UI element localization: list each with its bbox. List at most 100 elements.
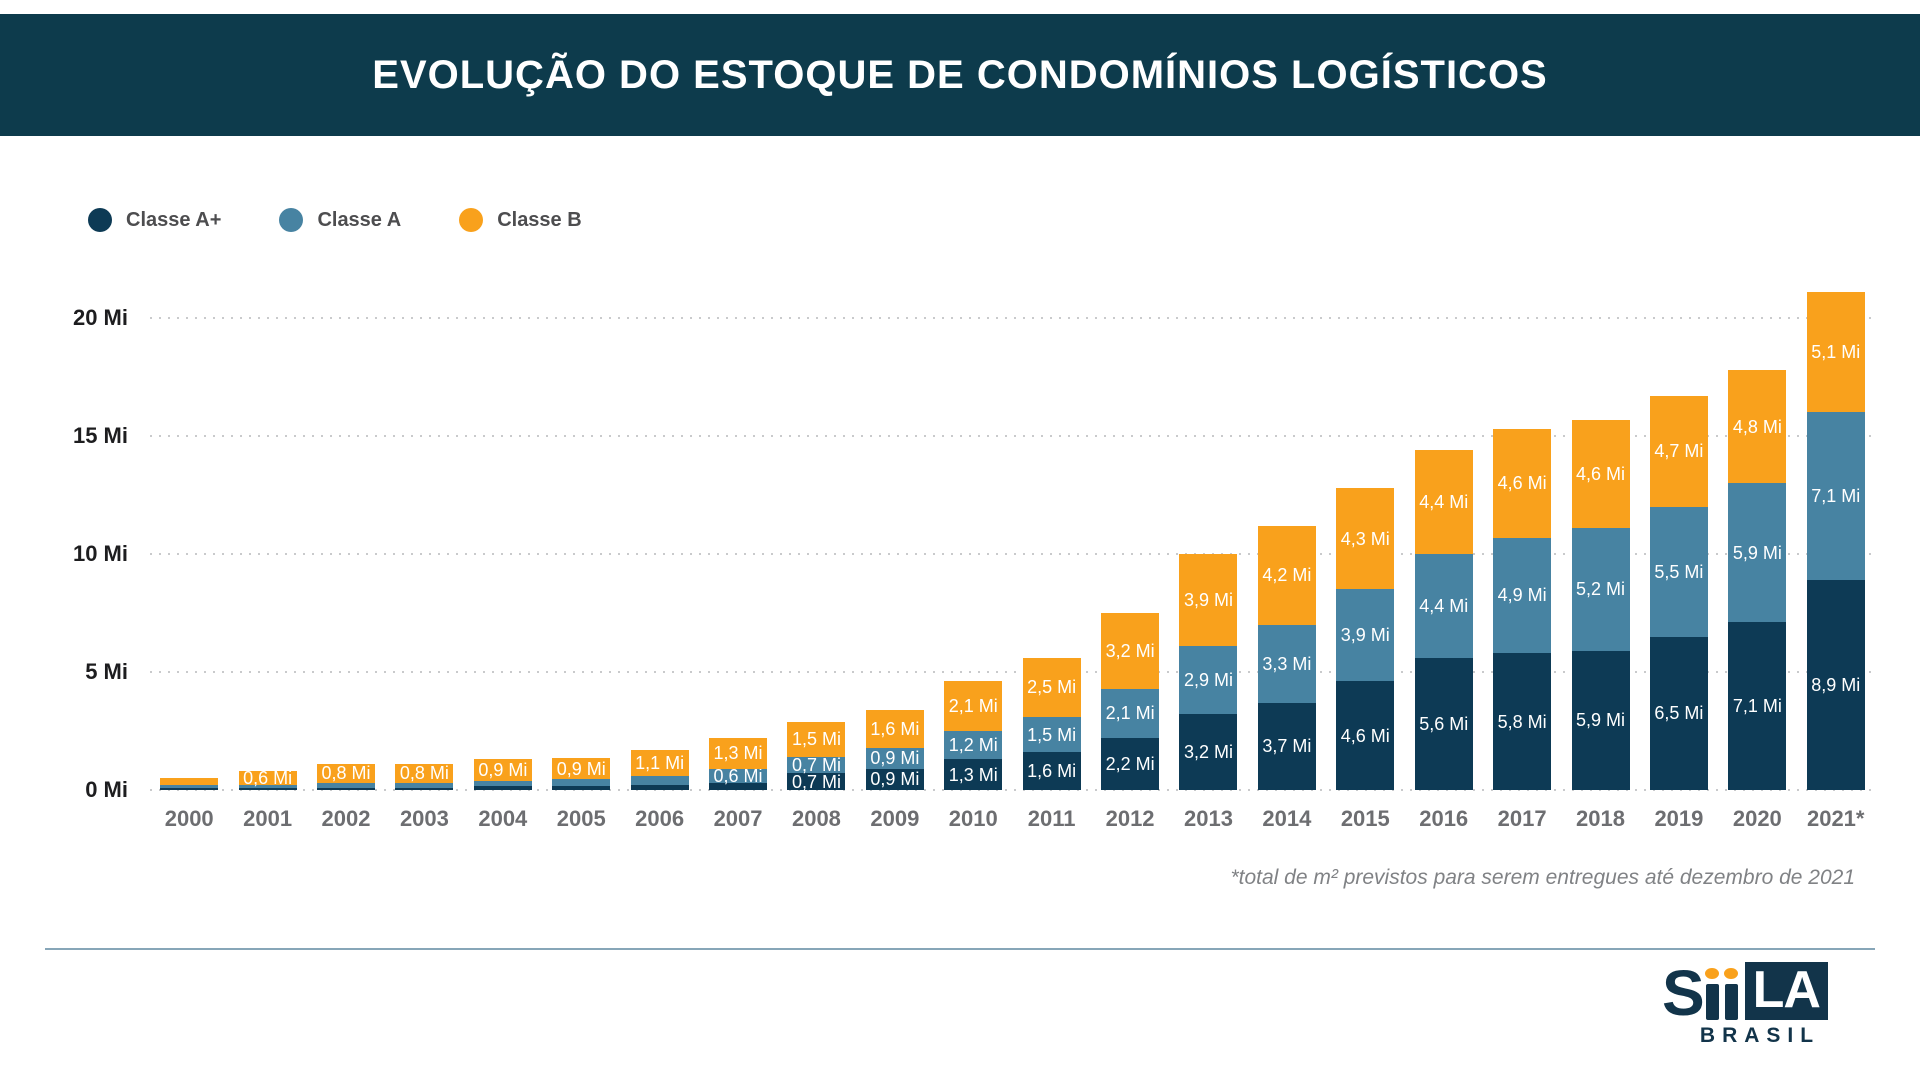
stacked-bar: 3,2 Mi 2,9 Mi 3,9 Mi [1179,554,1238,790]
x-axis-year-label: 2011 [1027,806,1076,831]
segment-value-label: 3,9 Mi [1183,590,1233,611]
bar-segment-classe-aplus: 5,9 Mi [1571,650,1630,790]
bar-segment-classe-aplus [709,782,768,790]
x-axis-year-label: 2015 [1340,806,1390,831]
stacked-bar: 5,8 Mi 4,9 Mi 4,6 Mi [1493,428,1552,790]
bar-segment-classe-a: 2,1 Mi [1101,688,1160,739]
bar-segment-classe-a: 1,5 Mi [1022,716,1081,753]
segment-value-label: 4,6 Mi [1576,463,1626,484]
legend-label: Classe A [317,208,402,231]
bar-segment-classe-a: 0,6 Mi [709,767,768,785]
bar-segment-classe-a: 7,1 Mi [1806,412,1865,580]
y-axis-tick-label: 15 Mi [72,423,128,448]
bar-segment-classe-aplus: 0,7 Mi [787,771,846,792]
x-axis-year-label: 2010 [948,806,998,831]
bar-segment-classe-a: 1,2 Mi [944,731,1003,760]
segment-value-label: 4,8 Mi [1732,416,1782,437]
segment-value-label: 3,9 Mi [1340,625,1390,646]
segment-value-label: 5,5 Mi [1654,561,1704,582]
segment-value-label: 0,8 Mi [399,763,449,784]
x-axis-year-label: 2008 [791,806,841,831]
chart-legend: Classe A+ Classe A Classe B [88,208,582,232]
bar-column-2018: 5,9 Mi 5,2 Mi 4,6 Mi 2018 [1561,270,1639,831]
siila-brasil-logo: S LA BRASIL [1630,956,1860,1048]
bar-column-2008: 0,7 Mi 0,7 Mi 1,5 Mi 2008 [777,270,855,831]
bar-column-2007: 0,6 Mi 1,3 Mi 2007 [699,270,777,831]
bar-segment-classe-aplus: 6,5 Mi [1649,636,1708,790]
bar-column-2010: 1,3 Mi 1,2 Mi 2,1 Mi 2010 [934,270,1012,831]
segment-value-label: 0,7 Mi [791,771,841,792]
bar-segment-classe-aplus [160,787,219,790]
bar-segment-classe-b: 1,6 Mi [865,709,924,748]
segment-value-label: 1,5 Mi [1027,724,1077,745]
bar-segment-classe-a [552,779,611,787]
bar-segment-classe-aplus: 1,3 Mi [944,759,1003,790]
chart-footnote: *total de m² previstos para serem entreg… [1230,866,1855,889]
segment-value-label: 0,9 Mi [870,769,920,790]
legend-item-classe-a: Classe A [279,208,401,232]
bar-segment-classe-b: 2,1 Mi [944,681,1003,732]
bar-segment-classe-aplus: 3,7 Mi [1257,702,1316,790]
bar-segment-classe-aplus: 2,2 Mi [1101,738,1160,790]
bar-segment-classe-aplus [552,786,611,790]
segment-value-label: 4,3 Mi [1340,528,1390,549]
legend-item-classe-b: Classe B [459,208,582,232]
bar-segment-classe-a [238,785,297,788]
segment-value-label: 4,4 Mi [1419,492,1469,513]
legend-item-classe-a-plus: Classe A+ [88,208,221,232]
bar-segment-classe-a: 3,9 Mi [1336,589,1395,682]
bar-segment-classe-b: 0,8 Mi [317,763,376,784]
segment-value-label: 0,8 Mi [321,763,371,784]
bar-segment-classe-aplus: 5,6 Mi [1414,657,1473,790]
stacked-bar: 0,9 Mi [473,759,532,790]
stacked-bar: 2,2 Mi 2,1 Mi 3,2 Mi [1101,613,1160,790]
footer-divider [45,948,1875,950]
segment-value-label: 6,5 Mi [1654,703,1704,724]
bar-segment-classe-a: 2,9 Mi [1179,646,1238,715]
segment-value-label: 2,2 Mi [1105,754,1155,775]
stacked-bar: 0,6 Mi [238,769,297,790]
bar-segment-classe-b: 4,8 Mi [1728,369,1787,484]
stacked-bar: 0,6 Mi 1,3 Mi [709,738,768,790]
logo-letter-i-icon [1705,968,1720,1020]
gridline: 20 Mi [73,305,1875,330]
bar-segment-classe-a [160,785,219,788]
bar-segment-classe-b: 5,1 Mi [1806,292,1865,413]
segment-value-label: 3,3 Mi [1262,653,1312,674]
logo-subtitle: BRASIL [1699,1024,1821,1047]
stacked-bar: 4,6 Mi 3,9 Mi 4,3 Mi [1336,487,1395,790]
x-axis-year-label: 2012 [1105,806,1155,831]
segment-value-label: 1,5 Mi [791,729,841,750]
x-axis-year-label: 2019 [1654,806,1704,831]
bar-column-2012: 2,2 Mi 2,1 Mi 3,2 Mi 2012 [1091,270,1169,831]
bar-segment-classe-b: 0,8 Mi [395,763,454,784]
bar-segment-classe-b: 3,2 Mi [1101,613,1160,689]
bar-segment-classe-aplus: 1,6 Mi [1022,752,1081,790]
segment-value-label: 5,9 Mi [1576,710,1626,731]
segment-value-label: 1,3 Mi [948,764,998,785]
segment-value-label: 3,2 Mi [1105,640,1155,661]
stacked-bar: 7,1 Mi 5,9 Mi 4,8 Mi [1728,369,1787,790]
bar-segment-classe-aplus: 3,2 Mi [1179,714,1238,790]
segment-value-label: 1,1 Mi [635,752,685,773]
x-axis-year-label: 2001 [243,806,293,831]
x-axis-year-label: 2018 [1576,806,1625,831]
bar-segment-classe-b: 3,9 Mi [1179,554,1238,647]
y-axis-tick-label: 10 Mi [72,541,128,566]
bar-column-2015: 4,6 Mi 3,9 Mi 4,3 Mi 2015 [1326,270,1404,831]
segment-value-label: 1,2 Mi [948,735,998,756]
segment-value-label: 3,2 Mi [1183,742,1233,763]
legend-label: Classe B [497,208,582,231]
bar-segment-classe-a: 4,4 Mi [1414,554,1473,658]
bar-segment-classe-aplus: 0,9 Mi [865,768,924,790]
bar-segment-classe-aplus: 7,1 Mi [1728,622,1787,790]
x-axis-year-label: 2004 [478,806,528,831]
logo-letter-s: S [1661,956,1705,1029]
stacked-bar: 5,6 Mi 4,4 Mi 4,4 Mi [1414,450,1473,790]
bar-column-2021: 8,9 Mi 7,1 Mi 5,1 Mi 2021* [1797,270,1875,831]
bar-segment-classe-aplus [238,787,297,790]
bar-segment-classe-a: 0,7 Mi [787,756,846,774]
bar-segment-classe-aplus [473,786,532,790]
x-axis-year-label: 2006 [635,806,685,831]
bar-segment-classe-b: 1,5 Mi [787,721,846,757]
